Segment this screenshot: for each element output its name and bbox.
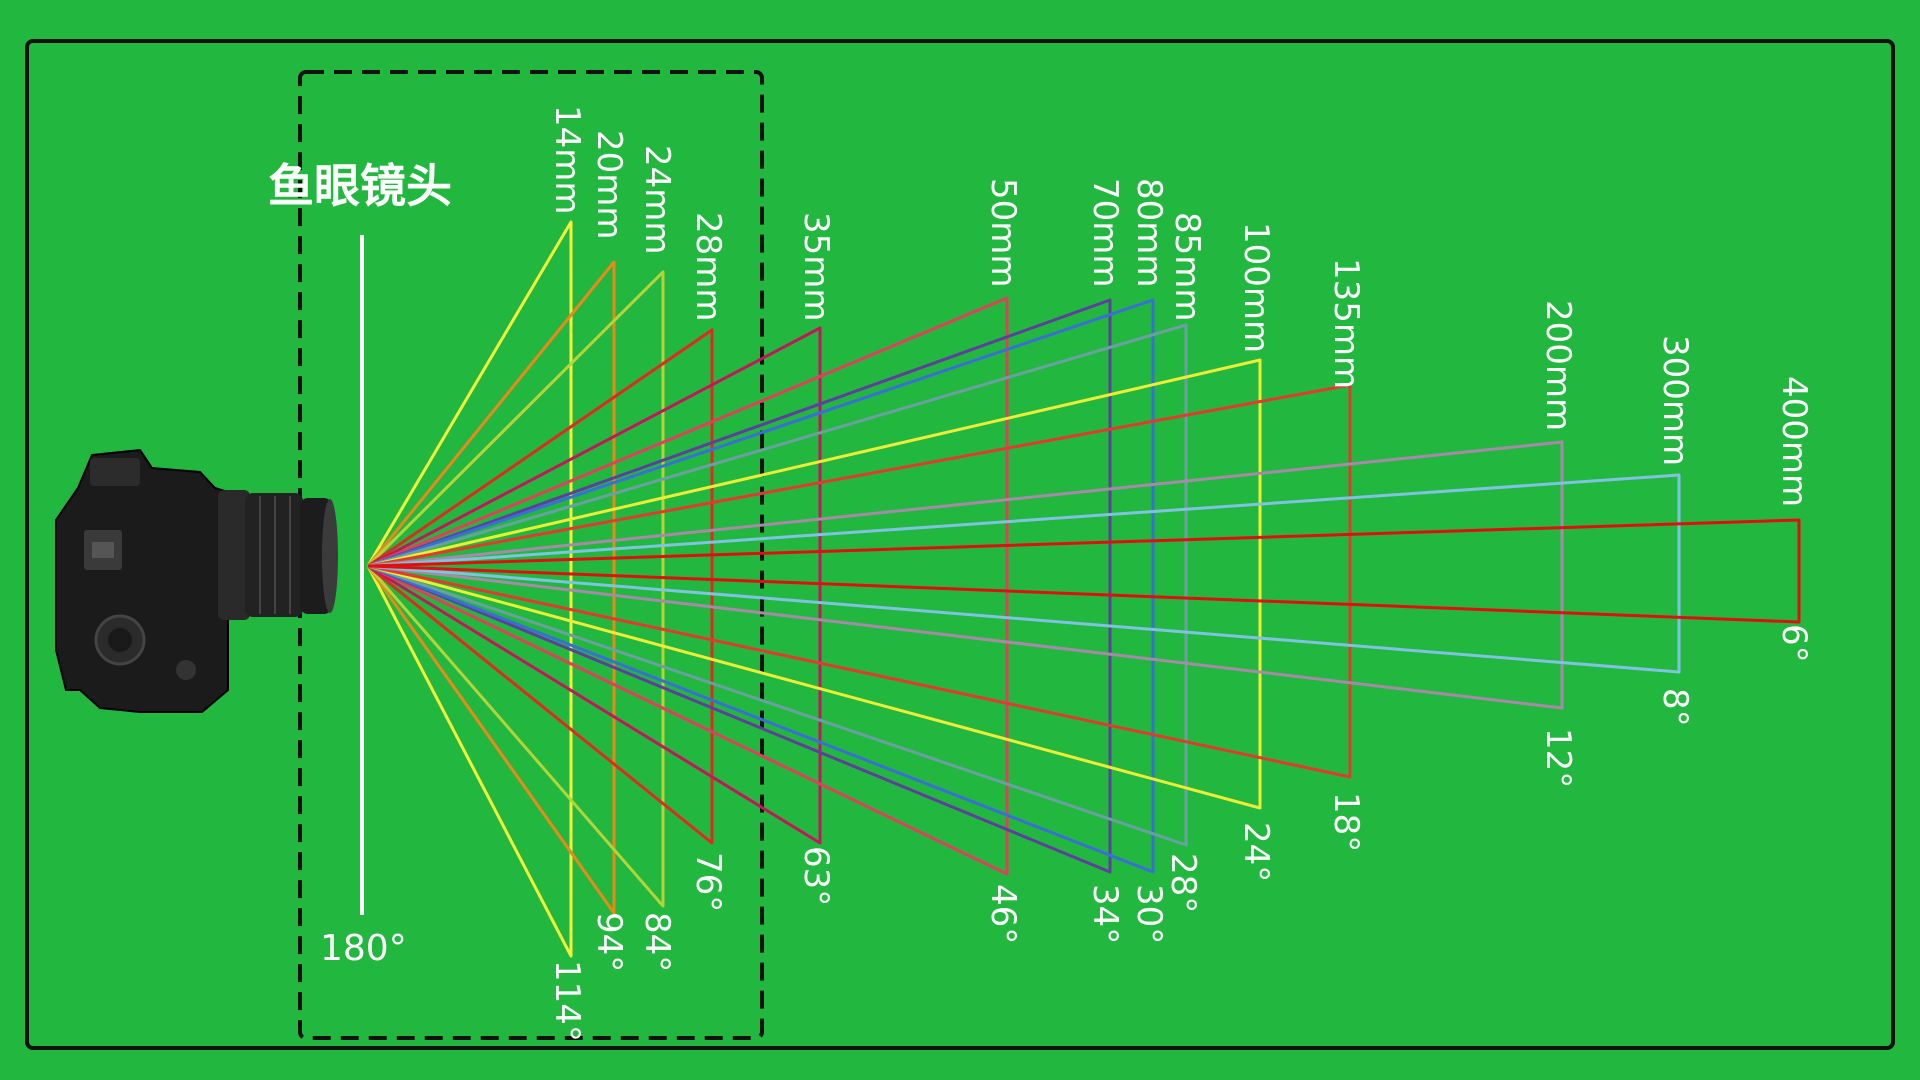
view-angle-label: 24° (1236, 822, 1276, 882)
focal-length-label: 200mm (1538, 300, 1578, 431)
fov-triangle-24mm (366, 270, 665, 908)
focal-length-label: 85mm (1167, 212, 1207, 322)
dslr-camera-icon (55, 448, 338, 713)
focal-length-label: 28mm (688, 212, 728, 322)
focal-length-label: 400mm (1774, 376, 1814, 507)
fov-triangle-135mm (367, 383, 1352, 779)
fov-triangle-300mm (367, 473, 1681, 674)
fov-triangle-85mm (367, 323, 1188, 847)
view-angle-label: 8° (1655, 688, 1695, 727)
focal-length-label: 35mm (796, 212, 836, 322)
view-angle-label: 30° (1129, 884, 1169, 944)
focal-length-label: 50mm (983, 178, 1023, 288)
focal-length-label: 300mm (1655, 335, 1695, 466)
fisheye-angle-label: 180° (320, 928, 407, 969)
fov-labels: 14mm 114° 20mm 94° 24mm 84° 28mm 76° 35mm 63° 50mm… (547, 105, 1814, 1042)
view-angle-label: 76° (688, 852, 728, 912)
focal-length-label: 135mm (1326, 258, 1366, 389)
fisheye-title: 鱼眼镜头 (268, 159, 452, 213)
view-angle-label: 84° (637, 912, 677, 972)
fov-triangle-100mm (367, 358, 1262, 810)
view-angle-label: 114° (547, 960, 587, 1042)
fov-triangle-20mm (366, 260, 616, 915)
fov-triangle-50mm (367, 296, 1009, 876)
diagram-frame (25, 39, 1895, 1050)
fov-triangle-400mm (367, 518, 1801, 624)
focal-length-label: 70mm (1085, 178, 1125, 288)
fov-lines (366, 220, 1801, 958)
view-angle-label: 34° (1085, 884, 1125, 944)
view-angle-label: 12° (1538, 728, 1578, 788)
focal-length-label: 24mm (637, 145, 677, 255)
view-angle-label: 94° (589, 912, 629, 972)
focal-length-label: 80mm (1129, 178, 1169, 288)
view-angle-label: 18° (1326, 792, 1366, 852)
fov-triangle-80mm (367, 298, 1155, 874)
fov-triangle-35mm (367, 326, 822, 845)
view-angle-label: 6° (1774, 624, 1814, 663)
fov-triangle-28mm (367, 328, 714, 845)
fov-triangle-200mm (367, 440, 1564, 710)
view-angle-label: 46° (983, 884, 1023, 944)
view-angle-label: 28° (1163, 853, 1203, 913)
focal-length-label: 100mm (1236, 222, 1276, 353)
focal-length-label: 20mm (589, 130, 629, 240)
view-angle-label: 63° (796, 846, 836, 906)
focal-length-label: 14mm (547, 105, 587, 215)
fov-triangle-70mm (367, 298, 1112, 874)
